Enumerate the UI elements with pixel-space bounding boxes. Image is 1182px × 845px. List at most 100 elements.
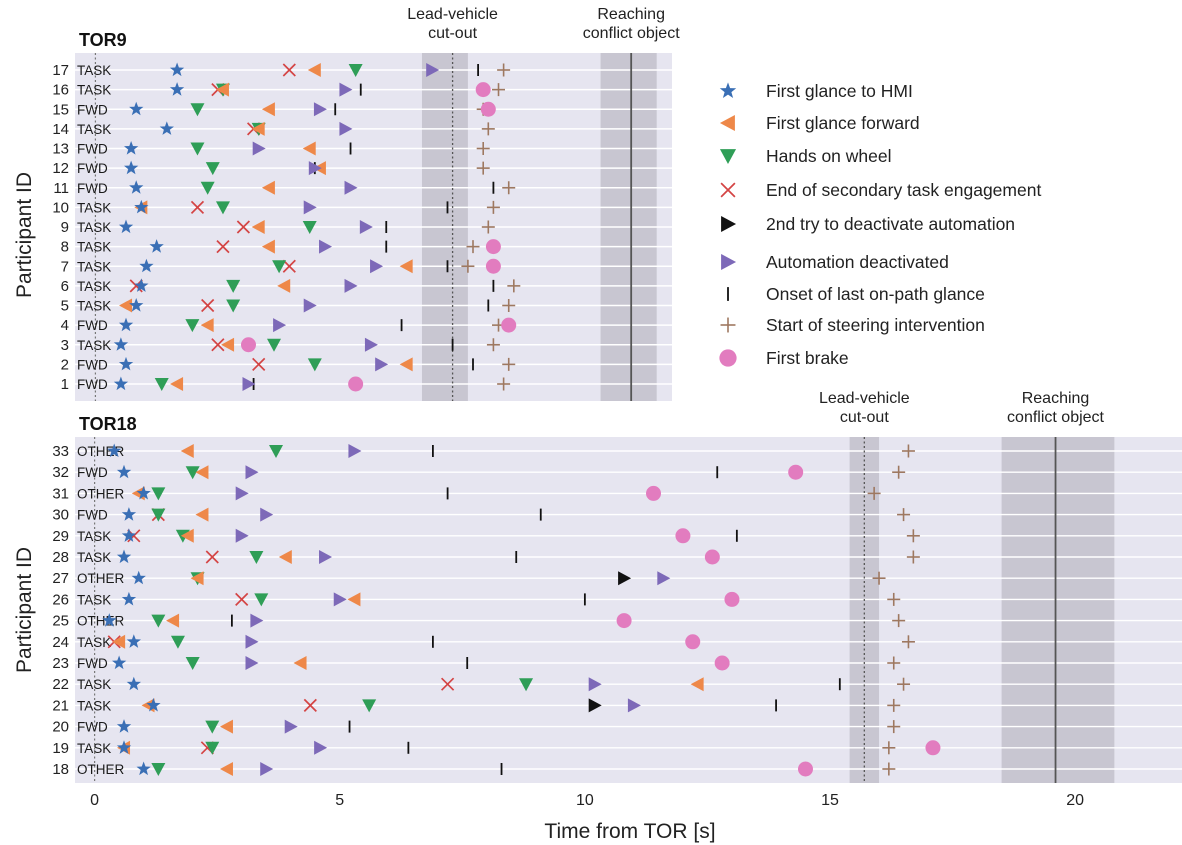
legend-label: Start of steering intervention [766, 315, 985, 335]
marker-fwd [170, 377, 184, 391]
marker-end [235, 592, 249, 607]
marker-hmi [121, 528, 137, 542]
condition-label: TASK [77, 698, 111, 713]
legend-marker-end [720, 182, 736, 198]
marker-hmi [136, 485, 151, 500]
condition-label: TASK [77, 122, 111, 137]
condition-label: TASK [77, 677, 111, 692]
condition-label: TASK [77, 200, 111, 215]
participant-id-label: 2 [61, 356, 69, 373]
marker-hmi [112, 655, 127, 670]
marker-fwd [399, 357, 413, 372]
condition-label: FWD [77, 465, 108, 480]
marker-hands [205, 720, 220, 734]
condition-label: TASK [77, 635, 111, 650]
participant-id-label: 10 [52, 199, 69, 216]
marker-hmi [113, 337, 129, 351]
marker-brake [788, 464, 804, 480]
marker-end [211, 338, 225, 352]
marker-hmi [124, 160, 139, 175]
marker-deact [348, 444, 362, 458]
marker-steer [497, 377, 511, 391]
marker-hmi [134, 278, 149, 292]
marker-deact [364, 337, 378, 352]
marker-end [205, 550, 219, 564]
marker-deact [313, 102, 327, 117]
participant-id-label: 1 [61, 376, 69, 393]
marker-fwd [278, 550, 292, 564]
participant-id-label: 27 [52, 570, 69, 587]
marker-deact [235, 528, 249, 543]
y-axis-label-tor18: Participant ID [13, 547, 36, 673]
marker-hmi [113, 376, 129, 391]
marker-brake [616, 613, 632, 629]
marker-hmi [129, 298, 144, 312]
zone-band [1001, 437, 1115, 783]
marker-end [236, 220, 250, 234]
marker-deact [359, 220, 373, 234]
marker-fwd [347, 592, 361, 607]
participant-id-label: 18 [52, 761, 69, 778]
marker-brake [348, 376, 364, 392]
condition-label: TASK [77, 741, 111, 756]
marker-fwd [261, 239, 275, 254]
x-axis-label: Time from TOR [s] [544, 820, 715, 843]
marker-fwd [251, 220, 265, 234]
marker-hmi [129, 101, 144, 116]
participant-id-label: 23 [52, 655, 69, 672]
legend-marker-brake [719, 349, 737, 367]
participant-id-label: 26 [52, 591, 69, 608]
marker-steer [872, 571, 886, 585]
marker-fwd [302, 141, 316, 156]
marker-fwd [277, 278, 291, 293]
marker-deact [657, 571, 671, 586]
condition-label: FWD [77, 318, 108, 333]
legend-marker-hands [719, 149, 737, 165]
legend-item-second: 2nd try to deactivate automation [721, 214, 1015, 234]
condition-label: FWD [77, 142, 108, 157]
marker-steer [476, 142, 490, 155]
marker-deact [588, 677, 602, 692]
condition-label: OTHER [77, 614, 125, 629]
marker-hmi [129, 180, 144, 194]
marker-fwd [690, 677, 704, 692]
marker-hands [200, 181, 215, 195]
legend-marker-second [721, 215, 737, 233]
marker-hmi [159, 121, 174, 135]
condition-label: OTHER [77, 444, 125, 459]
marker-hmi [149, 239, 164, 253]
condition-label: TASK [77, 240, 111, 255]
marker-steer [466, 240, 480, 254]
zone-label: Reaching conflict object [583, 6, 680, 42]
marker-end [216, 240, 230, 254]
zone-label: Reaching conflict object [1007, 390, 1104, 426]
marker-second [618, 571, 632, 586]
participant-id-label: 16 [52, 82, 69, 99]
marker-deact [370, 259, 384, 274]
marker-deact [627, 698, 641, 713]
condition-label: FWD [77, 161, 108, 176]
condition-label: FWD [77, 181, 108, 196]
marker-deact [250, 613, 264, 628]
legend-label: Hands on wheel [766, 146, 892, 166]
marker-hands [226, 299, 241, 313]
marker-brake [714, 655, 730, 671]
marker-steer [901, 444, 915, 458]
marker-hands [190, 142, 205, 156]
marker-hands [151, 614, 166, 628]
marker-steer [897, 677, 911, 691]
participant-id-label: 7 [61, 258, 69, 275]
marker-brake [704, 549, 720, 565]
legend-marker-hmi [719, 82, 737, 98]
marker-steer [887, 720, 901, 734]
marker-brake [485, 258, 501, 274]
marker-hands [348, 64, 363, 77]
marker-fwd [166, 613, 180, 628]
participant-id-label: 14 [52, 121, 69, 138]
condition-label: TASK [77, 592, 111, 607]
marker-hmi [139, 258, 154, 273]
participant-id-label: 12 [52, 160, 69, 177]
legend-item-fwd: First glance forward [719, 113, 920, 133]
marker-steer [892, 614, 906, 628]
